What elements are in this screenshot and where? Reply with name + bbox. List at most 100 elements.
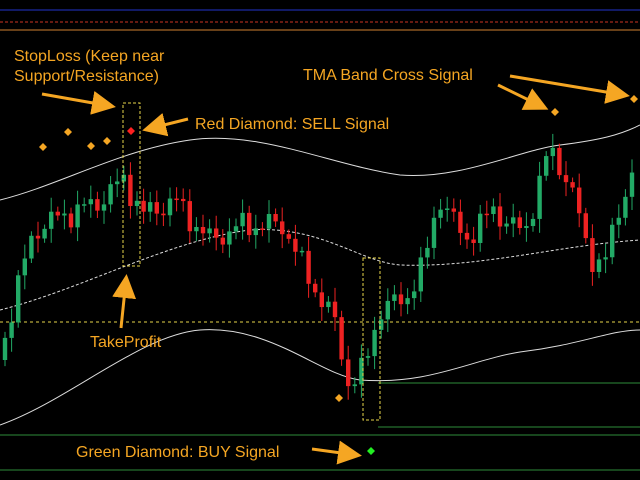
candle <box>115 181 120 185</box>
candle <box>385 300 390 320</box>
candle <box>418 257 423 292</box>
candle <box>577 187 582 214</box>
candle <box>101 204 107 211</box>
candle <box>563 175 569 183</box>
candle <box>214 228 219 238</box>
candle <box>359 357 364 385</box>
candle <box>240 212 245 227</box>
signal-box <box>362 257 381 421</box>
candle <box>35 235 41 239</box>
diamonds <box>39 95 638 402</box>
candle <box>326 301 331 308</box>
candle <box>29 235 34 259</box>
candle <box>352 384 357 387</box>
middle-band <box>0 229 640 311</box>
annotation: Green Diamond: BUY Signal <box>76 444 279 461</box>
candle <box>247 212 252 236</box>
candle <box>570 182 575 188</box>
candle <box>405 298 410 305</box>
candle <box>148 202 153 212</box>
candle <box>590 238 595 272</box>
diamond <box>39 143 47 151</box>
annotation: Support/Resistance) <box>14 68 159 85</box>
candle <box>266 213 272 229</box>
candle <box>544 156 549 176</box>
candle <box>200 227 206 234</box>
candle <box>95 199 100 211</box>
candle <box>128 174 133 207</box>
candle <box>398 294 404 305</box>
candle <box>438 209 443 218</box>
diamond <box>103 137 111 145</box>
candle <box>524 226 529 229</box>
candle <box>42 228 47 239</box>
candle <box>167 198 173 216</box>
candle <box>121 174 126 182</box>
candle <box>227 231 232 245</box>
candle <box>233 226 239 232</box>
diamond <box>64 128 72 136</box>
arrow <box>497 83 549 110</box>
candle <box>62 213 67 216</box>
candle <box>134 200 140 207</box>
candle <box>530 218 536 227</box>
candles <box>2 133 635 400</box>
annotation: Red Diamond: SELL Signal <box>195 116 389 133</box>
candle <box>431 217 437 248</box>
candle <box>458 211 463 233</box>
candle <box>451 208 456 212</box>
candle <box>207 228 212 234</box>
candle <box>293 238 298 252</box>
upper-band <box>0 124 640 201</box>
candle <box>174 198 179 201</box>
candle <box>425 247 430 258</box>
annotation: TakeProfit <box>90 334 162 351</box>
candle <box>484 213 489 216</box>
candle <box>372 329 377 357</box>
sell-diamond <box>127 127 135 135</box>
candle <box>365 356 371 358</box>
candle <box>332 301 338 318</box>
candle <box>161 213 166 216</box>
candle <box>16 275 21 323</box>
candle <box>583 213 588 239</box>
candle <box>260 228 265 230</box>
candle <box>537 175 542 219</box>
candle <box>194 227 199 232</box>
candle <box>9 322 14 338</box>
candle <box>141 200 146 212</box>
candle <box>471 239 476 243</box>
candle <box>550 147 555 157</box>
candle <box>154 202 159 214</box>
candle <box>319 292 324 308</box>
candle <box>75 204 80 228</box>
candle <box>273 213 278 222</box>
candle <box>557 147 562 176</box>
candle <box>596 259 602 272</box>
candle <box>299 250 305 253</box>
candle <box>49 211 54 229</box>
candle <box>253 228 258 236</box>
annotation: TMA Band Cross Signal <box>303 67 473 84</box>
arrows <box>41 74 630 465</box>
diamond <box>630 95 638 103</box>
candle <box>392 294 397 301</box>
candle <box>379 319 384 330</box>
buy-diamond <box>367 447 375 455</box>
arrow <box>509 74 630 104</box>
candle <box>280 221 285 235</box>
candle <box>616 217 621 225</box>
arrow <box>112 274 137 329</box>
diamond <box>335 394 343 402</box>
candle <box>497 206 503 227</box>
candle <box>504 223 509 227</box>
candle <box>22 258 27 276</box>
candle <box>491 206 496 215</box>
candle <box>220 237 225 245</box>
candle <box>313 283 318 293</box>
candle <box>603 257 608 260</box>
candle <box>108 184 113 205</box>
candle <box>286 234 291 239</box>
diamond <box>551 108 559 116</box>
